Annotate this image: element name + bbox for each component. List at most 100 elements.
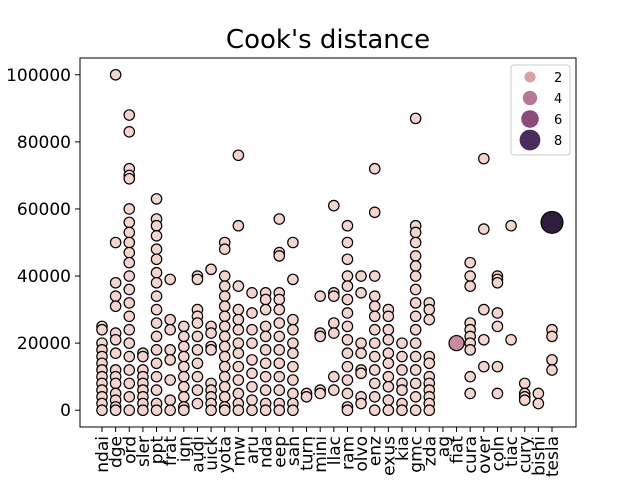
data-point — [532, 387, 545, 400]
data-point — [150, 357, 163, 370]
data-point — [409, 337, 422, 349]
data-point — [396, 350, 408, 363]
data-point — [150, 404, 163, 417]
data-point — [287, 236, 299, 249]
data-point — [232, 323, 245, 336]
data-point — [164, 354, 176, 366]
data-point — [491, 360, 504, 373]
x-tick-label: ndai — [93, 436, 113, 473]
data-point — [328, 199, 340, 212]
data-point — [109, 333, 122, 346]
data-point — [478, 152, 490, 165]
legend-label: 6 — [554, 113, 562, 128]
x-tick-label: cury — [516, 436, 536, 473]
data-point — [314, 290, 326, 302]
y-tick-label: 60000 — [17, 200, 71, 220]
data-point — [409, 297, 422, 309]
data-point — [150, 370, 163, 383]
data-point — [246, 323, 258, 336]
data-point — [123, 216, 136, 229]
data-point — [273, 370, 286, 383]
x-tick-label: olvo — [352, 436, 372, 472]
data-point — [218, 370, 231, 383]
data-point — [409, 260, 422, 272]
highlight-point — [540, 210, 564, 234]
x-tick-label: fiat — [448, 436, 468, 464]
data-point — [505, 333, 517, 346]
data-point — [150, 276, 163, 289]
data-point — [368, 162, 381, 175]
data-point — [423, 404, 436, 417]
data-point — [287, 337, 299, 349]
data-point — [150, 303, 163, 316]
data-point — [259, 384, 272, 396]
data-point — [246, 287, 258, 299]
x-tick-label: cura — [461, 436, 481, 474]
data-point — [409, 310, 422, 323]
data-point — [205, 327, 217, 339]
data-point — [368, 391, 381, 403]
data-point — [355, 287, 367, 299]
data-point — [409, 350, 422, 363]
data-point — [205, 404, 217, 417]
x-tick-label: yota — [216, 436, 236, 474]
data-point — [382, 323, 395, 336]
x-tick-label: bishi — [529, 436, 549, 476]
x-tick-label: kia — [393, 436, 413, 461]
data-point — [396, 384, 408, 396]
data-point — [287, 360, 299, 373]
chart-title: Cook's distance — [226, 25, 430, 55]
data-point — [546, 364, 558, 376]
data-point — [396, 337, 408, 349]
data-point — [246, 404, 258, 417]
data-point — [478, 360, 490, 373]
data-point — [259, 344, 272, 356]
x-tick-label: enz — [366, 436, 386, 466]
data-point — [218, 290, 231, 302]
data-point — [409, 283, 422, 296]
data-point — [191, 384, 204, 396]
data-point — [382, 310, 395, 323]
data-point — [518, 377, 531, 390]
data-point — [287, 313, 299, 326]
x-tick-label: dge — [107, 436, 127, 468]
data-point — [232, 219, 245, 232]
data-point — [464, 344, 476, 356]
data-point — [191, 330, 204, 343]
data-point — [218, 310, 231, 323]
data-point — [109, 347, 122, 359]
data-point — [150, 384, 163, 396]
data-point — [232, 347, 245, 359]
data-point — [96, 404, 108, 417]
data-point — [109, 276, 122, 289]
data-point — [273, 303, 286, 316]
data-point — [218, 380, 231, 393]
data-point — [123, 226, 136, 239]
data-point — [218, 243, 231, 256]
data-point — [150, 219, 163, 232]
data-point — [150, 266, 163, 279]
data-point — [191, 317, 204, 329]
data-point — [287, 387, 299, 400]
y-tick-label: 80000 — [17, 133, 71, 153]
data-point — [109, 377, 122, 390]
data-point — [150, 330, 163, 343]
data-point — [396, 364, 408, 376]
data-point — [246, 394, 258, 406]
data-point — [382, 394, 395, 406]
data-point — [232, 303, 245, 316]
axes-frame — [79, 57, 577, 428]
data-point — [246, 380, 258, 393]
data-point — [382, 333, 395, 346]
data-point — [382, 380, 395, 393]
data-point — [464, 387, 476, 400]
data-point — [109, 290, 122, 302]
legend-marker — [524, 71, 536, 83]
data-point — [123, 377, 136, 390]
data-point — [109, 68, 122, 81]
x-tick-label: frat — [161, 436, 181, 466]
data-point — [287, 323, 299, 336]
x-tick-label: exus — [379, 436, 399, 476]
data-point — [518, 394, 531, 406]
